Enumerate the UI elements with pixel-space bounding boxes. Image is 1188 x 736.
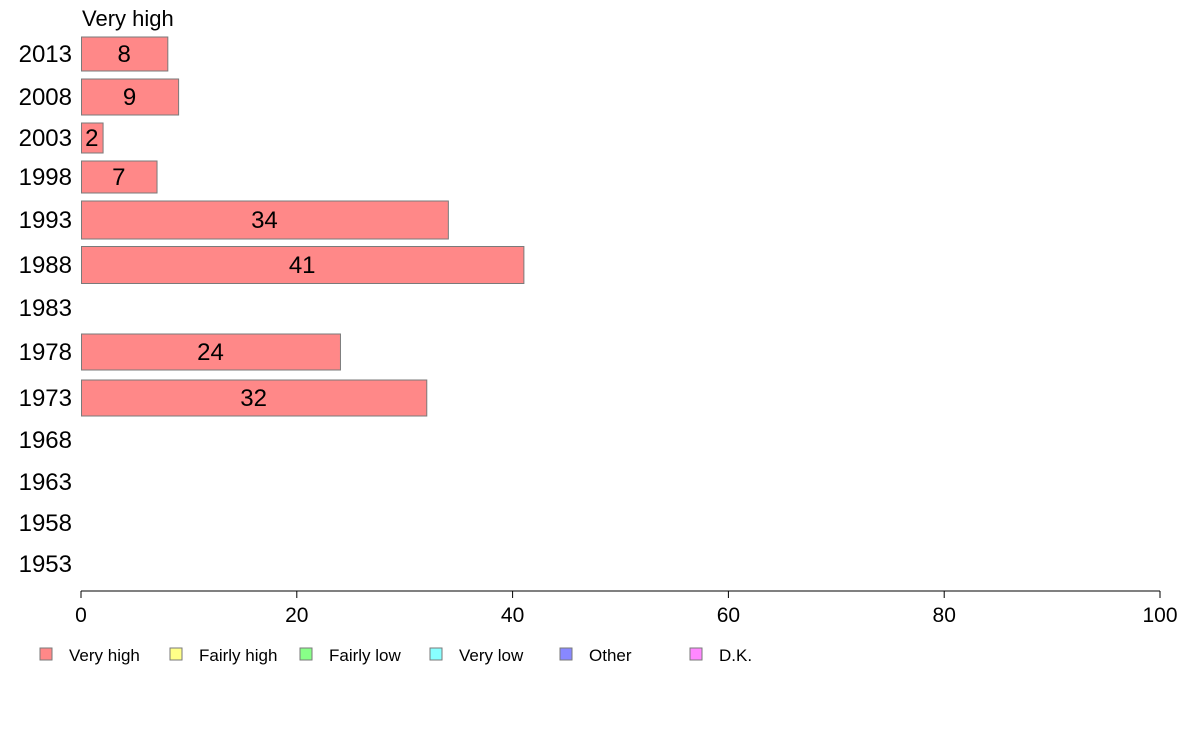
legend-swatch [559,647,573,661]
panel-title: Very high [82,6,174,31]
bar-data-label: 41 [289,252,316,279]
x-axis: 0 20 40 60 80 100 [75,590,1178,627]
y-tick-label: 2003 [19,125,72,152]
y-tick-label: 1988 [19,252,72,279]
y-tick-label: 1983 [19,295,72,322]
x-tick-label: 40 [501,604,524,627]
x-tick-label: 0 [75,604,87,627]
bar [81,379,428,417]
bar [81,246,525,284]
bar [81,333,341,371]
legend-swatch [169,647,183,661]
legend-label: Fairly low [329,646,402,665]
bar [81,160,158,194]
x-tick-label: 80 [933,604,956,627]
legend-label: D.K. [719,646,752,665]
y-tick-label: 1953 [19,551,72,578]
y-tick-label: 1968 [19,427,72,454]
bar [81,122,104,154]
bar-data-label: 2 [85,125,98,152]
x-tick-label: 60 [717,604,740,627]
bar-data-label: 32 [240,385,267,412]
legend-swatch [429,647,443,661]
y-tick-label: 2008 [19,84,72,111]
bar-data-label: 7 [112,164,125,191]
legend-label: Very high [69,646,140,665]
y-tick-label: 1963 [19,469,72,496]
y-axis: 2013 2008 2003 1998 1993 1988 1983 1978 1973 1968… [19,41,72,578]
legend-label: Fairly high [199,646,277,665]
bar [81,36,169,72]
bar-data-label: 8 [117,41,130,68]
y-tick-label: 1973 [19,385,72,412]
y-tick-label: 1978 [19,339,72,366]
legend-swatch [39,647,53,661]
bar [81,78,180,116]
legend-label: Very low [459,646,524,665]
bar-data-label: 24 [197,339,224,366]
bar [81,200,449,240]
bars-layer: 8 927 34 41 24 32 [81,36,525,417]
y-tick-label: 1958 [19,510,72,537]
y-tick-label: 1993 [19,207,72,234]
legend-swatch [299,647,313,661]
legend-swatch [689,647,703,661]
bar-data-label: 9 [123,84,136,111]
bar-data-label: 34 [251,207,278,234]
y-tick-label: 2013 [19,41,72,68]
y-tick-label: 1998 [19,164,72,191]
legend: Very high Fairly high Fairly low Very low Ot… [39,646,752,665]
legend-label: Other [589,646,632,665]
x-tick-label: 20 [285,604,308,627]
x-tick-label: 100 [1142,604,1177,627]
